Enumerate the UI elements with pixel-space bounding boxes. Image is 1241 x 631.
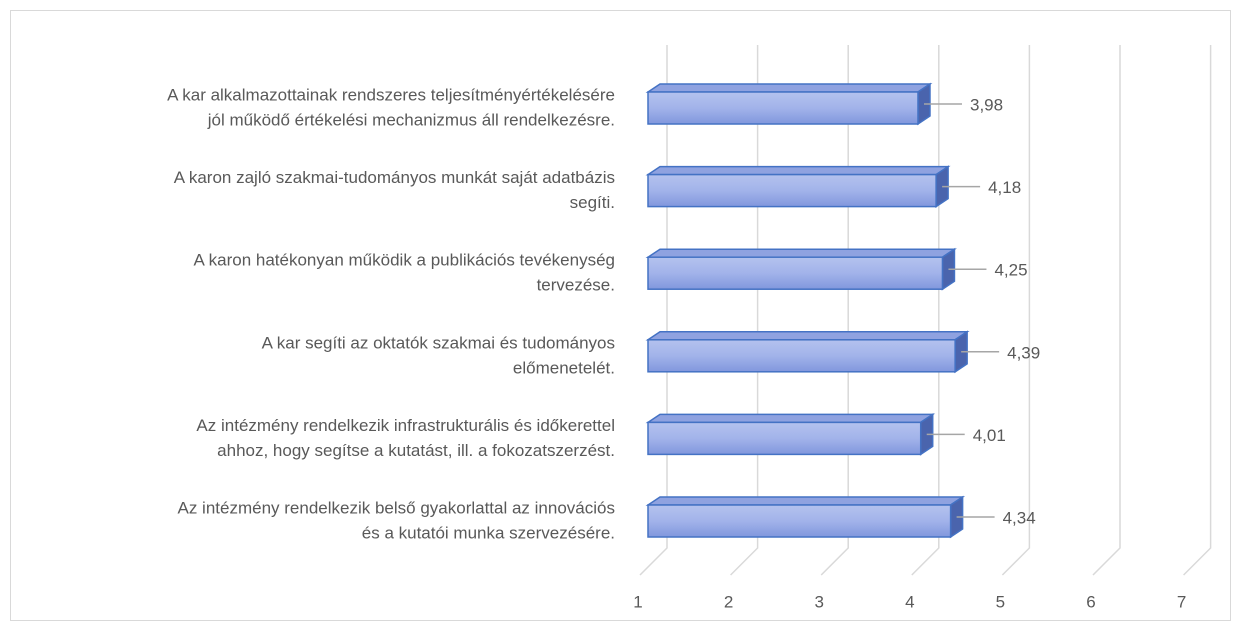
x-tick-label: 5: [996, 592, 1005, 611]
bar: [647, 256, 944, 290]
value-label: 4,25: [994, 261, 1027, 280]
value-label: 4,34: [1003, 508, 1036, 527]
value-label: 4,18: [988, 178, 1021, 197]
x-tick-label: 6: [1086, 592, 1095, 611]
bar-top: [645, 83, 933, 93]
chart-border: [10, 10, 1231, 621]
grid-line: [911, 45, 940, 576]
bar: [647, 421, 922, 456]
y-tick-label: A karon zajló szakmai-tudományos munkát …: [174, 168, 615, 187]
y-tick-label: A karon hatékonyan működik a publikációs…: [194, 251, 615, 270]
y-tick-label: Az intézmény rendelkezik infrastrukturál…: [196, 416, 615, 435]
x-tick-label: 2: [724, 592, 733, 611]
bar: [647, 504, 952, 538]
grid-line: [1092, 45, 1121, 576]
x-tick-label: 7: [1177, 592, 1186, 611]
grid-line: [1001, 45, 1031, 576]
grid-line: [820, 45, 849, 576]
y-tick-label: segíti.: [570, 193, 615, 212]
x-tick-label: 4: [905, 592, 914, 611]
y-tick-label: és a kutatói munka szervezésére.: [362, 523, 615, 542]
bar-top: [645, 165, 951, 176]
bar: [647, 173, 937, 208]
bar: [647, 91, 919, 125]
grid-line: [730, 45, 759, 576]
bar-top: [645, 413, 936, 424]
bar-top: [645, 331, 970, 341]
value-label: 4,01: [973, 426, 1006, 445]
bar: [647, 339, 956, 373]
y-tick-label: tervezése.: [537, 276, 615, 295]
bar-top: [645, 496, 966, 506]
grid-line: [639, 45, 668, 576]
value-label: 4,39: [1007, 343, 1040, 362]
y-tick-label: Az intézmény rendelkezik belső gyakorlat…: [177, 498, 615, 517]
x-tick-label: 1: [633, 592, 642, 611]
y-tick-label: előmenetelét.: [513, 358, 615, 377]
y-tick-label: jól működő értékelési mechanizmus áll re…: [207, 110, 615, 129]
grid-line: [1183, 45, 1212, 576]
y-tick-label: A kar alkalmazottainak rendszeres teljes…: [167, 85, 615, 104]
bar-top: [645, 248, 957, 258]
y-tick-label: ahhoz, hogy segítse a kutatást, ill. a f…: [217, 441, 615, 460]
x-tick-label: 3: [814, 592, 823, 611]
y-tick-label: A kar segíti az oktatók szakmai és tudom…: [262, 333, 615, 352]
value-label: 3,98: [970, 95, 1003, 114]
